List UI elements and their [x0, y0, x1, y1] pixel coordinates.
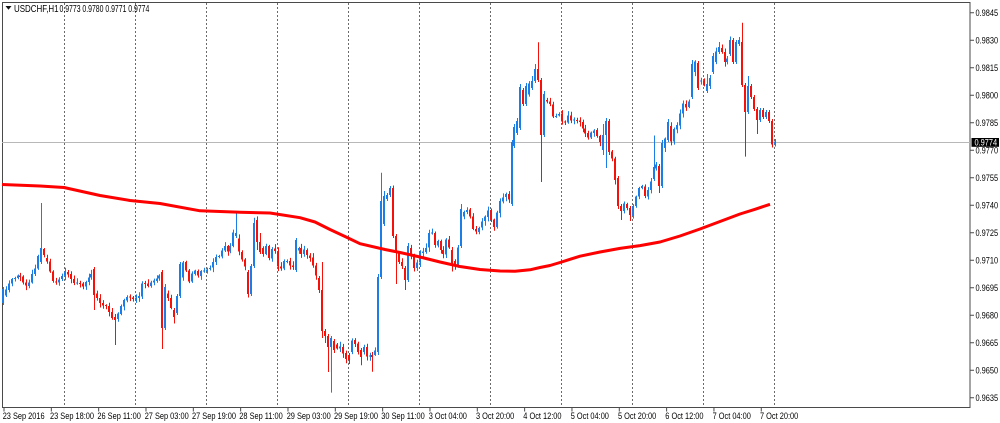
svg-text:3 Oct 20:00: 3 Oct 20:00: [476, 410, 514, 421]
svg-text:0.9815: 0.9815: [976, 62, 999, 73]
svg-text:0.9740: 0.9740: [976, 199, 999, 210]
svg-text:27 Sep 03:00: 27 Sep 03:00: [145, 410, 189, 421]
svg-text:0.9695: 0.9695: [976, 282, 999, 293]
svg-text:7 Oct 20:00: 7 Oct 20:00: [760, 410, 798, 421]
svg-text:0.9680: 0.9680: [976, 309, 999, 320]
svg-text:4 Oct 12:00: 4 Oct 12:00: [523, 410, 561, 421]
svg-text:23 Sep 18:00: 23 Sep 18:00: [50, 410, 94, 421]
svg-text:0.9830: 0.9830: [976, 34, 999, 45]
svg-text:0.9773 0.9780 0.9771 0.9774: 0.9773 0.9780 0.9771 0.9774: [60, 3, 150, 15]
svg-text:0.9725: 0.9725: [976, 227, 999, 238]
svg-text:30 Sep 11:00: 30 Sep 11:00: [381, 410, 425, 421]
svg-text:0.9710: 0.9710: [976, 254, 999, 265]
svg-text:0.9774: 0.9774: [975, 137, 998, 148]
svg-text:5 Oct 04:00: 5 Oct 04:00: [571, 410, 609, 421]
svg-text:7 Oct 04:00: 7 Oct 04:00: [713, 410, 751, 421]
svg-text:27 Sep 19:00: 27 Sep 19:00: [192, 410, 236, 421]
svg-text:28 Sep 11:00: 28 Sep 11:00: [239, 410, 283, 421]
svg-text:29 Sep 19:00: 29 Sep 19:00: [334, 410, 378, 421]
svg-text:0.9845: 0.9845: [976, 7, 999, 18]
svg-text:29 Sep 03:00: 29 Sep 03:00: [287, 410, 331, 421]
svg-text:USDCHF,H1: USDCHF,H1: [14, 3, 59, 14]
svg-text:0.9665: 0.9665: [976, 337, 999, 348]
svg-text:0.9755: 0.9755: [976, 172, 999, 183]
svg-text:26 Sep 11:00: 26 Sep 11:00: [97, 410, 141, 421]
svg-text:3 Oct 04:00: 3 Oct 04:00: [429, 410, 467, 421]
svg-text:0.9635: 0.9635: [976, 392, 999, 403]
svg-text:5 Oct 20:00: 5 Oct 20:00: [618, 410, 656, 421]
svg-text:0.9770: 0.9770: [976, 144, 999, 155]
svg-text:0.9650: 0.9650: [976, 364, 999, 375]
svg-text:6 Oct 12:00: 6 Oct 12:00: [665, 410, 703, 421]
svg-text:23 Sep 2016: 23 Sep 2016: [3, 410, 45, 421]
svg-text:0.9800: 0.9800: [976, 89, 999, 100]
svg-text:0.9785: 0.9785: [976, 117, 999, 128]
